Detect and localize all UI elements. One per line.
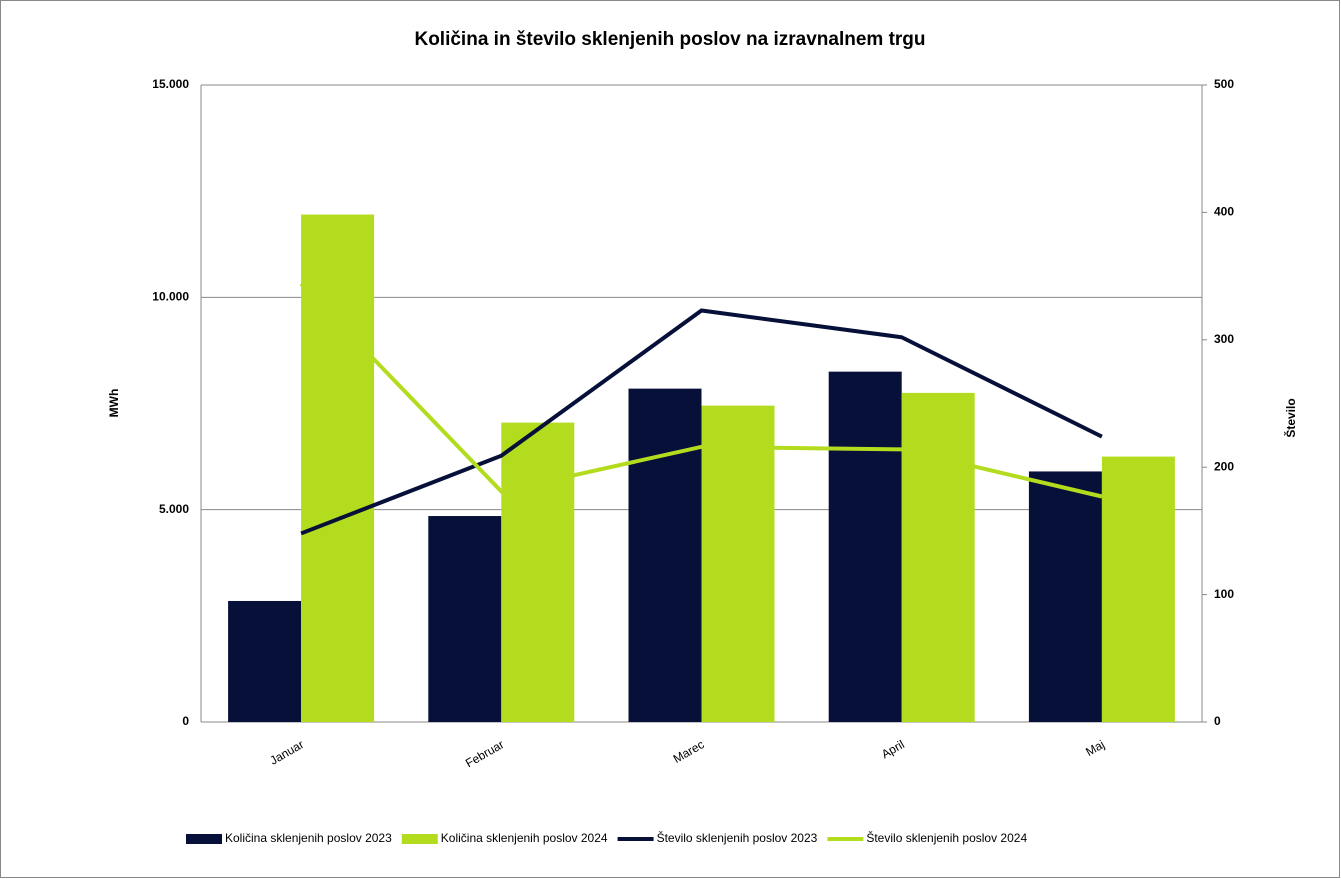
legend-label: Količina sklenjenih poslov 2024 bbox=[441, 831, 608, 845]
y2-tick-label: 200 bbox=[1214, 459, 1234, 473]
legend-label: Količina sklenjenih poslov 2023 bbox=[225, 831, 392, 845]
y2-tick-label: 100 bbox=[1214, 587, 1234, 601]
y2-tick-label: 500 bbox=[1214, 77, 1234, 91]
bar bbox=[828, 371, 902, 722]
bar bbox=[1101, 456, 1175, 722]
bar bbox=[228, 600, 302, 722]
legend-swatch bbox=[186, 834, 222, 844]
legend-swatch bbox=[401, 834, 438, 844]
y-tick-label: 10.000 bbox=[152, 290, 189, 304]
bar bbox=[501, 422, 575, 722]
legend-label: Število sklenjenih poslov 2023 bbox=[657, 830, 818, 845]
bar bbox=[901, 392, 975, 722]
bar bbox=[301, 214, 375, 723]
y-tick-label: 5.000 bbox=[159, 502, 189, 516]
y-axis-label: MWh bbox=[107, 389, 121, 418]
line-series bbox=[299, 282, 1103, 499]
y2-tick-label: 300 bbox=[1214, 332, 1234, 346]
y-tick-label: 0 bbox=[182, 714, 189, 728]
y2-tick-label: 400 bbox=[1214, 205, 1234, 219]
bar bbox=[428, 516, 502, 722]
chart-title: Količina in število sklenjenih poslov na… bbox=[414, 29, 925, 50]
line-series bbox=[300, 308, 1103, 536]
bar bbox=[1028, 471, 1102, 722]
legend-label: Število sklenjenih poslov 2024 bbox=[866, 830, 1027, 845]
bar bbox=[701, 405, 775, 722]
bar bbox=[628, 388, 702, 722]
y2-axis-label: Število bbox=[1283, 398, 1298, 437]
y2-tick-label: 0 bbox=[1214, 714, 1221, 728]
y-tick-label: 15.000 bbox=[152, 77, 189, 91]
